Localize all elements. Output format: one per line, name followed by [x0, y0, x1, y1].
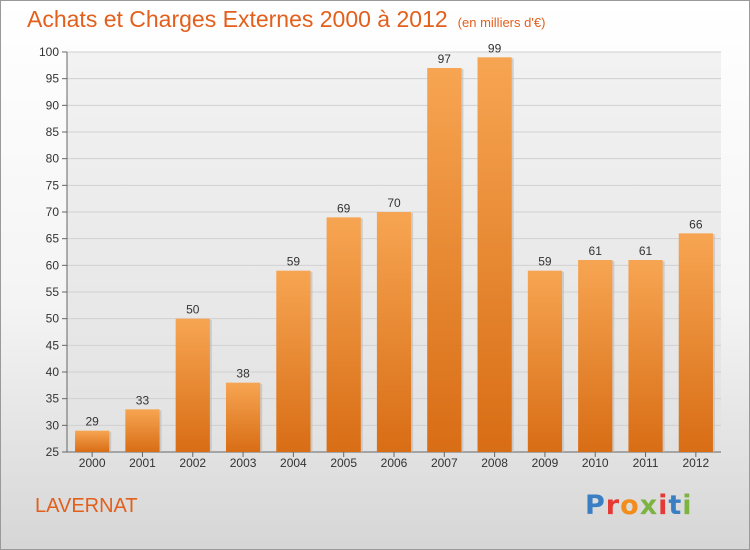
y-tick-label: 90: [46, 98, 60, 112]
bar: [527, 270, 563, 452]
logo-letter: o: [620, 490, 640, 521]
data-label: 69: [337, 201, 351, 215]
y-tick-label: 30: [46, 418, 60, 432]
data-label: 29: [85, 415, 99, 429]
place-name: LAVERNAT: [35, 495, 138, 517]
chart-title-unit: (en milliers d'€): [457, 15, 546, 30]
bar: [427, 68, 462, 452]
bar: [276, 270, 311, 452]
x-tick-label: 2000: [79, 456, 106, 470]
x-tick-label: 2012: [682, 456, 709, 470]
bar: [678, 233, 713, 452]
data-label: 38: [236, 367, 250, 381]
y-tick-label: 100: [39, 45, 59, 59]
logo-letter: r: [605, 490, 621, 521]
logo-letter: i: [682, 490, 693, 521]
x-tick-label: 2003: [230, 456, 257, 470]
data-label: 66: [689, 217, 703, 231]
y-tick-label: 80: [46, 152, 60, 166]
y-tick-label: 75: [46, 178, 60, 192]
y-tick-label: 40: [46, 365, 60, 379]
y-tick-label: 35: [46, 392, 60, 406]
logo-letter: x: [639, 490, 659, 521]
x-tick-label: 2002: [179, 456, 206, 470]
y-tick-label: 55: [46, 285, 60, 299]
y-tick-label: 70: [46, 205, 60, 219]
data-label: 50: [186, 303, 200, 317]
data-label: 33: [136, 393, 150, 407]
y-tick-label: 60: [46, 258, 60, 272]
data-label: 97: [438, 52, 452, 66]
bar: [175, 318, 210, 452]
x-tick-label: 2001: [129, 456, 156, 470]
data-label: 59: [287, 255, 301, 269]
x-tick-label: 2007: [431, 456, 458, 470]
x-tick-label: 2005: [330, 456, 357, 470]
bar: [628, 260, 663, 452]
y-tick-label: 25: [46, 445, 60, 459]
x-tick-label: 2004: [280, 456, 307, 470]
logo-letter: i: [658, 490, 669, 521]
bar: [125, 409, 160, 452]
y-tick-label: 50: [46, 312, 60, 326]
x-tick-label: 2008: [481, 456, 508, 470]
data-label: 99: [488, 41, 502, 55]
data-label: 59: [538, 255, 552, 269]
bar: [578, 260, 613, 452]
data-label: 61: [589, 244, 603, 258]
bar: [225, 382, 261, 452]
x-tick-label: 2006: [381, 456, 408, 470]
x-tick-label: 2009: [532, 456, 559, 470]
data-label: 61: [639, 244, 653, 258]
y-tick-label: 45: [46, 338, 60, 352]
logo-letter: t: [668, 490, 683, 521]
data-label: 70: [387, 196, 401, 210]
chart-title: Achats et Charges Externes 2000 à 2012 (e…: [27, 6, 545, 33]
logo-letter: P: [585, 490, 606, 521]
x-tick-label: 2011: [633, 456, 659, 470]
bar: [477, 57, 512, 452]
y-tick-label: 65: [46, 232, 60, 246]
y-tick-label: 95: [46, 72, 60, 86]
y-tick-label: 85: [46, 125, 60, 139]
bar: [75, 430, 110, 452]
x-tick-label: 2010: [582, 456, 609, 470]
chart-title-main: Achats et Charges Externes 2000 à 2012: [27, 6, 448, 32]
bar: [376, 212, 412, 452]
proxiti-logo[interactable]: Proxiti: [585, 490, 693, 521]
bar: [326, 217, 361, 452]
